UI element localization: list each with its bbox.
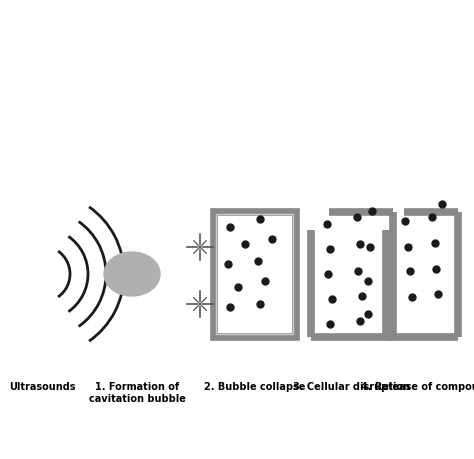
- Text: 1. Formation of
cavitation bubble: 1. Formation of cavitation bubble: [89, 381, 185, 403]
- Text: 4. Release of compounds: 4. Release of compounds: [361, 381, 474, 391]
- FancyBboxPatch shape: [214, 212, 296, 337]
- Ellipse shape: [104, 252, 160, 297]
- Text: 2. Bubble collapse: 2. Bubble collapse: [204, 381, 306, 391]
- Text: 3. Cellular disruption: 3. Cellular disruption: [293, 381, 410, 391]
- Text: Ultrasounds: Ultrasounds: [9, 381, 75, 391]
